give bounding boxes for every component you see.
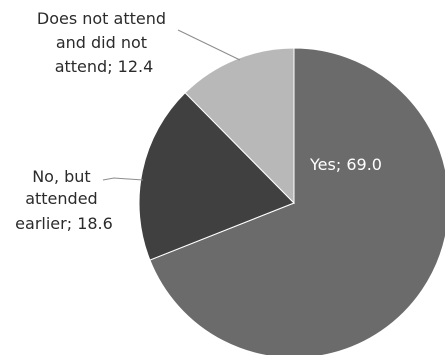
pie-slice-does-not — [184, 47, 295, 205]
pie-slice-yes — [149, 47, 445, 355]
pie-slice-no — [138, 92, 295, 261]
slice-label-no-line-3: earlier; 18.6 — [15, 214, 113, 233]
slice-label-no-line-1: No, but — [32, 167, 91, 186]
slice-label-does-not: Does not attend and did not attend; 12.4 — [37, 9, 171, 76]
slice-label-yes-line-1: Yes; 69.0 — [309, 155, 382, 174]
slice-label-yes: Yes; 69.0 — [309, 155, 382, 174]
slice-label-no: No, but attended earlier; 18.6 — [15, 167, 113, 233]
pie-slices — [138, 47, 445, 355]
leader-line-does-not — [177, 29, 241, 61]
slice-label-does-not-line-3: attend; 12.4 — [55, 57, 154, 76]
leader-line-no — [102, 177, 144, 181]
slice-label-does-not-line-2: and did not — [56, 33, 147, 52]
slice-label-no-line-2: attended — [25, 189, 98, 208]
slice-label-does-not-line-1: Does not attend — [37, 9, 166, 28]
